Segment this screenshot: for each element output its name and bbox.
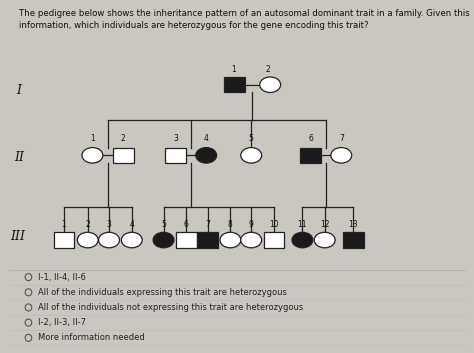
Ellipse shape bbox=[260, 77, 281, 92]
Ellipse shape bbox=[241, 148, 262, 163]
Text: 4: 4 bbox=[204, 134, 209, 143]
Text: 5: 5 bbox=[161, 220, 166, 229]
Text: 8: 8 bbox=[228, 220, 233, 229]
Text: 2: 2 bbox=[121, 134, 126, 143]
Ellipse shape bbox=[25, 319, 32, 326]
Ellipse shape bbox=[121, 232, 142, 248]
Ellipse shape bbox=[99, 232, 119, 248]
Text: The pedigree below shows the inheritance pattern of an autosomal dominant trait : The pedigree below shows the inheritance… bbox=[19, 9, 470, 30]
Text: 2: 2 bbox=[85, 220, 90, 229]
Ellipse shape bbox=[153, 232, 174, 248]
Text: All of the individuals not expressing this trait are heterozygous: All of the individuals not expressing th… bbox=[38, 303, 303, 312]
Text: 9: 9 bbox=[249, 220, 254, 229]
Text: 6: 6 bbox=[184, 220, 189, 229]
Ellipse shape bbox=[196, 148, 217, 163]
Text: 1: 1 bbox=[90, 134, 95, 143]
Bar bbox=[224, 77, 245, 92]
Text: More information needed: More information needed bbox=[38, 333, 145, 342]
Text: 4: 4 bbox=[129, 220, 134, 229]
Text: 3: 3 bbox=[173, 134, 178, 143]
Text: 12: 12 bbox=[320, 220, 329, 229]
Ellipse shape bbox=[25, 274, 32, 281]
Text: 11: 11 bbox=[298, 220, 307, 229]
Ellipse shape bbox=[82, 148, 103, 163]
Text: 3: 3 bbox=[107, 220, 111, 229]
Bar bbox=[343, 232, 364, 248]
Ellipse shape bbox=[220, 232, 241, 248]
Text: I-2, II-3, II-7: I-2, II-3, II-7 bbox=[38, 318, 86, 327]
Ellipse shape bbox=[331, 148, 352, 163]
Text: 7: 7 bbox=[205, 220, 210, 229]
Bar bbox=[264, 232, 284, 248]
Text: III: III bbox=[10, 230, 26, 243]
Text: II: II bbox=[14, 151, 24, 163]
Ellipse shape bbox=[241, 232, 262, 248]
Text: 13: 13 bbox=[348, 220, 358, 229]
Ellipse shape bbox=[77, 232, 98, 248]
Bar bbox=[197, 232, 218, 248]
Ellipse shape bbox=[25, 334, 32, 341]
Text: I: I bbox=[17, 84, 22, 96]
Bar bbox=[54, 232, 74, 248]
Ellipse shape bbox=[25, 289, 32, 296]
Bar bbox=[113, 148, 134, 163]
Ellipse shape bbox=[292, 232, 313, 248]
Text: 7: 7 bbox=[339, 134, 344, 143]
Text: All of the individuals expressing this trait are heterozygous: All of the individuals expressing this t… bbox=[38, 288, 287, 297]
Text: 6: 6 bbox=[308, 134, 313, 143]
Bar bbox=[300, 148, 321, 163]
Text: 1: 1 bbox=[62, 220, 66, 229]
Text: 1: 1 bbox=[231, 65, 236, 74]
Ellipse shape bbox=[314, 232, 335, 248]
Text: 10: 10 bbox=[269, 220, 279, 229]
Bar bbox=[165, 148, 186, 163]
Text: 2: 2 bbox=[265, 65, 270, 74]
Text: 5: 5 bbox=[249, 134, 254, 143]
Text: I-1, II-4, II-6: I-1, II-4, II-6 bbox=[38, 273, 86, 282]
Ellipse shape bbox=[25, 304, 32, 311]
Bar bbox=[176, 232, 197, 248]
